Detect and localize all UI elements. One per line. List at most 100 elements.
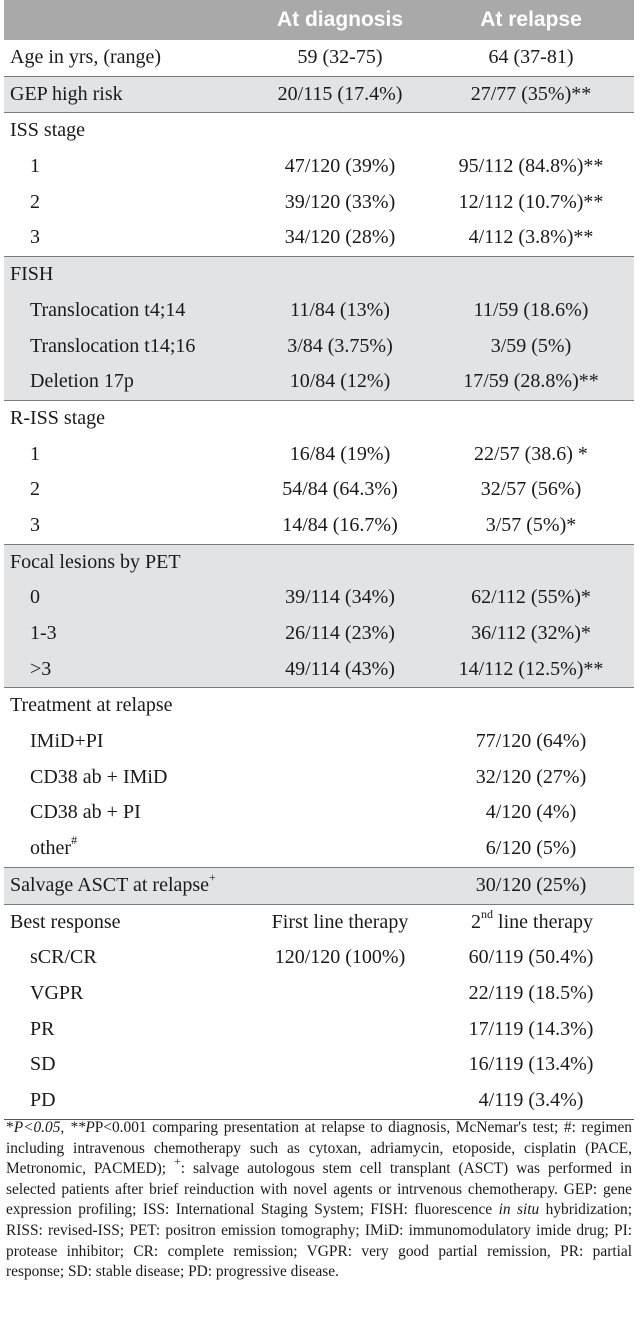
cell-at-relapse: 2nd line therapy [434,905,630,941]
cell-at-relapse: 14/112 (12.5%)** [458,657,604,680]
cell-at-diagnosis: 47/120 (39%) [284,155,396,178]
row-label: 3 [30,513,40,536]
cell-at-relapse: 22/119 (18.5%) [468,981,594,1004]
table-footnote: *P<0.05, **PP<0.001 comparing presentati… [6,1119,632,1281]
cell-at-relapse: 22/57 (38.6) * [474,442,588,465]
table-row: CD38 ab + IMiD 32/120 (27%) [4,760,634,796]
footnote-p1-b: P<0.001 comparing presentation at relaps… [94,1119,559,1136]
table-row: Translocation t4;14 11/84 (13%) 11/59 (18.… [4,292,634,329]
header-at-relapse: At relapse [480,8,582,31]
cell-at-relapse: 4/119 (3.4%) [478,1088,584,1111]
cell-at-relapse: 36/112 (32%)* [471,622,591,644]
cell-at-relapse: 6/120 (5%) [485,837,577,860]
table-row: other# 6/120 (5%) [4,831,634,867]
table-header: At diagnosis At relapse [4,0,634,40]
cell-at-diagnosis: 34/120 (28%) [284,226,396,249]
row-label: Best response [10,910,121,933]
table-row: CD38 ab + PI 4/120 (4%) [4,795,634,831]
row-label: sCR/CR [30,946,97,969]
table-row: Deletion 17p 10/84 (12%) 17/59 (28.8%)** [4,364,634,400]
row-label: PD [30,1088,56,1111]
row-label: Focal lesions by PET [10,550,181,573]
row-label: >3 [30,657,52,680]
cell-at-diagnosis: 14/84 (16.7%) [282,513,398,536]
row-label: other# [30,833,78,860]
cell-at-relapse: 32/57 (56%) [480,478,582,501]
table-row: 0 39/114 (34%) 62/112 (55%)* [4,580,634,616]
table-row: SD 16/119 (13.4%) [4,1047,634,1083]
footnote-in-situ: in situ [498,1201,540,1219]
table-row: 2 54/84 (64.3%) 32/57 (56%) [4,472,634,508]
table-row: VGPR 22/119 (18.5%) [4,976,634,1012]
row-label: Age in yrs, (range) [10,46,162,68]
table-row: Best response First line therapy 2nd line … [4,903,634,941]
footnote-star: * [6,1119,14,1136]
row-label: 0 [30,586,40,609]
table-row: 1 16/84 (19%) 22/57 (38.6) * [4,437,634,473]
cell-at-diagnosis: 120/120 (100%) [274,946,406,969]
cell-at-diagnosis: 3/84 (3.75%) [287,334,393,357]
row-label: ISS stage [10,119,85,142]
row-label-sup: # [71,833,78,848]
table-row: 1-3 26/114 (23%) 36/112 (32%)* [4,616,634,652]
table-row: Translocation t14;16 3/84 (3.75%) 3/59 (5%… [4,328,634,365]
cell-at-relapse: 3/57 (5%)* [485,513,577,536]
row-label: SD [30,1053,56,1076]
table-row: GEP high risk 20/115 (17.4%) 27/77 (35%)** [4,75,634,113]
row-label: 3 [30,226,40,249]
table-row: >3 49/114 (43%) 14/112 (12.5%)** [4,651,634,688]
row-label: VGPR [30,981,84,1004]
row-label: Translocation t4;14 [30,298,186,321]
footnote-hash: # [563,1119,572,1136]
row-label: Salvage ASCT at relapse+ [10,870,216,896]
cell-at-diagnosis: 16/84 (19%) [289,442,391,465]
cell-at-relapse: 77/120 (64%) [475,730,587,753]
cell-at-relapse: 62/112 (55%)* [471,586,591,609]
relapse-ordinal-sup: nd [481,906,494,921]
row-label: Treatment at relapse [10,694,173,717]
table-row: Focal lesions by PET [4,543,634,581]
cell-at-relapse: 64 (37-81) [488,46,574,68]
cell-at-diagnosis: 11/84 (13%) [290,298,390,321]
table-row: FISH [4,256,634,293]
cell-at-relapse: 17/119 (14.3%) [468,1017,594,1040]
row-label: CD38 ab + IMiD [30,765,168,788]
row-label: Deletion 17p [30,370,134,393]
row-label: 2 [30,478,40,501]
cell-at-relapse: 60/119 (50.4%) [468,946,594,969]
cell-at-relapse: 3/59 (5%) [490,334,572,357]
table-row: 3 34/120 (28%) 4/112 (3.8%)** [4,220,634,256]
cell-at-diagnosis: 59 (32-75) [297,46,383,68]
table-row: ISS stage [4,112,634,149]
cell-at-diagnosis: 26/114 (23%) [285,622,395,644]
table-row: PR 17/119 (14.3%) [4,1012,634,1048]
cell-at-relapse: 4/120 (4%) [485,801,577,824]
row-label: PR [30,1017,55,1040]
cell-at-relapse: 32/120 (27%) [475,765,587,788]
relapse-text: line therapy [493,910,593,933]
row-label: GEP high risk [10,82,123,105]
footnote-p1-a: P<0.05, ** [13,1119,86,1136]
cell-at-diagnosis: 49/114 (43%) [285,657,395,680]
footnote-p2: : regimen including intravenous chemothe… [6,1119,632,1178]
cell-at-diagnosis: 54/84 (64.3%) [282,478,398,501]
relapse-ordinal: 2 [471,910,482,933]
cell-at-diagnosis: 39/114 (34%) [285,586,395,609]
row-label: 1-3 [30,622,57,644]
cell-at-relapse: 4/112 (3.8%)** [468,226,594,249]
table-row: Age in yrs, (range) 59 (32-75) 64 (37-81) [4,40,634,76]
table-row: IMiD+PI 77/120 (64%) [4,724,634,760]
table-row: 1 47/120 (39%) 95/112 (84.8%)** [4,149,634,185]
row-label-sup: + [209,870,216,885]
row-label: 1 [30,442,40,465]
table-row: 3 14/84 (16.7%) 3/57 (5%)* [4,508,634,544]
table-row: 2 39/120 (33%) 12/112 (10.7%)** [4,185,634,221]
cell-at-relapse: 12/112 (10.7%)** [458,190,604,213]
table-row: R-ISS stage [4,399,634,437]
cell-at-relapse: 11/59 (18.6%) [473,298,589,321]
table-row: Treatment at relapse [4,687,634,724]
cell-at-relapse: 27/77 (35%)** [470,82,592,105]
row-label: Translocation t14;16 [30,334,196,357]
footnote-p3-b: hybridization; RISS: revised-ISS; PET: p… [6,1201,632,1281]
table-row: sCR/CR 120/120 (100%) 60/119 (50.4%) [4,940,634,976]
